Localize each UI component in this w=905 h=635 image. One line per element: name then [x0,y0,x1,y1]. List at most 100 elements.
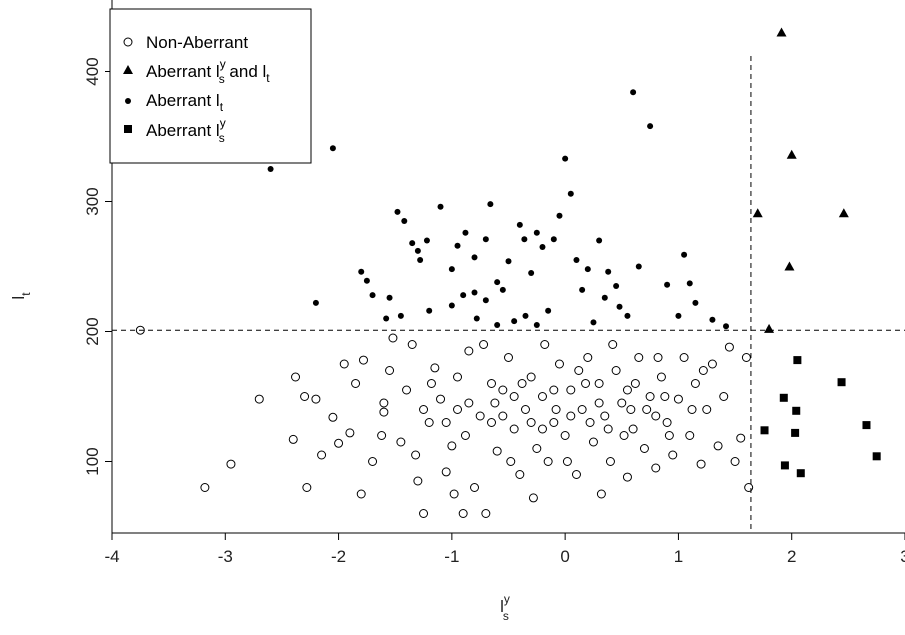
legend-marker-dot [125,98,131,104]
point-aberrant-lt [522,312,529,319]
point-aberrant-lt [363,277,370,284]
point-non-aberrant [479,340,489,349]
point-aberrant-lt [386,294,393,301]
point-non-aberrant [291,372,301,382]
point-non-aberrant [571,470,581,479]
data-points [135,27,881,518]
point-aberrant-lt [369,292,376,299]
point-non-aberrant [492,446,502,456]
point-aberrant-lt [709,316,716,323]
point-aberrant-lt [556,212,563,219]
point-aberrant-lt [616,303,623,310]
point-non-aberrant [481,509,491,518]
point-non-aberrant [520,405,530,414]
point-non-aberrant [254,394,264,404]
point-aberrant-lt [675,312,682,319]
point-non-aberrant [653,353,663,362]
point-aberrant-lsy [760,426,769,435]
point-aberrant-lt [596,237,603,244]
point-non-aberrant [662,418,672,427]
point-aberrant-lt [624,312,631,319]
point-non-aberrant [696,459,706,469]
point-non-aberrant [351,379,361,388]
point-aberrant-lt [573,257,580,263]
point-non-aberrant [660,392,670,401]
point-non-aberrant [634,353,644,362]
point-non-aberrant [345,428,355,438]
point-non-aberrant [679,353,689,362]
x-tick-label: 0 [560,547,569,566]
point-non-aberrant [509,424,519,434]
point-non-aberrant [447,441,457,451]
point-aberrant-both [752,208,763,218]
point-non-aberrant [453,372,463,382]
point-aberrant-lsy [791,428,800,437]
point-non-aberrant [583,353,593,362]
point-non-aberrant [594,379,604,388]
point-non-aberrant [458,509,468,518]
point-non-aberrant [226,459,236,469]
point-aberrant-lt [539,244,546,250]
legend-label-non-aberrant: Non-Aberrant [146,33,248,52]
point-aberrant-lt [494,279,501,286]
point-non-aberrant [402,385,412,395]
point-non-aberrant [656,372,666,382]
y-tick-label: 100 [83,447,102,475]
point-non-aberrant [622,385,632,395]
y-tick-label: 200 [83,317,102,345]
point-aberrant-lt [454,242,461,249]
point-non-aberrant [642,405,652,414]
legend-marker-triangle [123,65,133,74]
point-aberrant-lt [312,299,319,306]
y-tick-label: 300 [83,187,102,215]
point-aberrant-lt [613,283,620,289]
point-non-aberrant [311,394,321,404]
point-aberrant-lt [635,263,642,270]
x-tick-label: -4 [104,547,119,566]
point-aberrant-lt [562,155,569,162]
point-non-aberrant [358,355,368,365]
point-non-aberrant [441,467,451,477]
point-aberrant-lt [692,299,699,306]
point-aberrant-lt [471,254,478,261]
point-aberrant-lt [460,292,467,299]
axes: -4 -3 -2 -1 0 1 2 3 100 200 300 400 [83,57,905,566]
point-aberrant-lsy [796,469,805,478]
point-aberrant-lsy [793,356,802,365]
point-non-aberrant [288,434,298,444]
point-non-aberrant [554,359,564,369]
x-tick-label: -2 [331,547,346,566]
point-non-aberrant [619,431,629,440]
point-non-aberrant [549,385,559,395]
point-non-aberrant [537,424,547,434]
x-tick-label: -1 [444,547,459,566]
point-non-aberrant [509,392,519,401]
point-aberrant-lt [482,236,489,243]
point-aberrant-lt [681,251,688,258]
x-tick-label: 2 [787,547,796,566]
point-non-aberrant [396,437,406,447]
legend-marker-square [124,125,132,133]
point-non-aberrant [419,405,429,414]
point-non-aberrant [730,457,740,466]
point-non-aberrant [617,398,627,408]
point-non-aberrant [388,333,398,343]
point-aberrant-both [838,208,849,218]
point-non-aberrant [487,379,497,388]
point-aberrant-lt [267,166,274,172]
point-non-aberrant [302,483,312,492]
point-aberrant-lt [533,229,540,236]
reference-lines [112,56,905,533]
point-non-aberrant [622,472,632,482]
point-aberrant-lt [605,268,612,275]
point-non-aberrant [630,379,640,388]
point-aberrant-lt [482,297,489,304]
point-non-aberrant [379,398,389,408]
point-aberrant-lt [448,302,455,309]
point-aberrant-lt [401,218,408,224]
point-non-aberrant [702,405,712,414]
point-non-aberrant [339,359,349,369]
point-aberrant-lt [579,286,586,293]
point-non-aberrant [464,346,474,356]
